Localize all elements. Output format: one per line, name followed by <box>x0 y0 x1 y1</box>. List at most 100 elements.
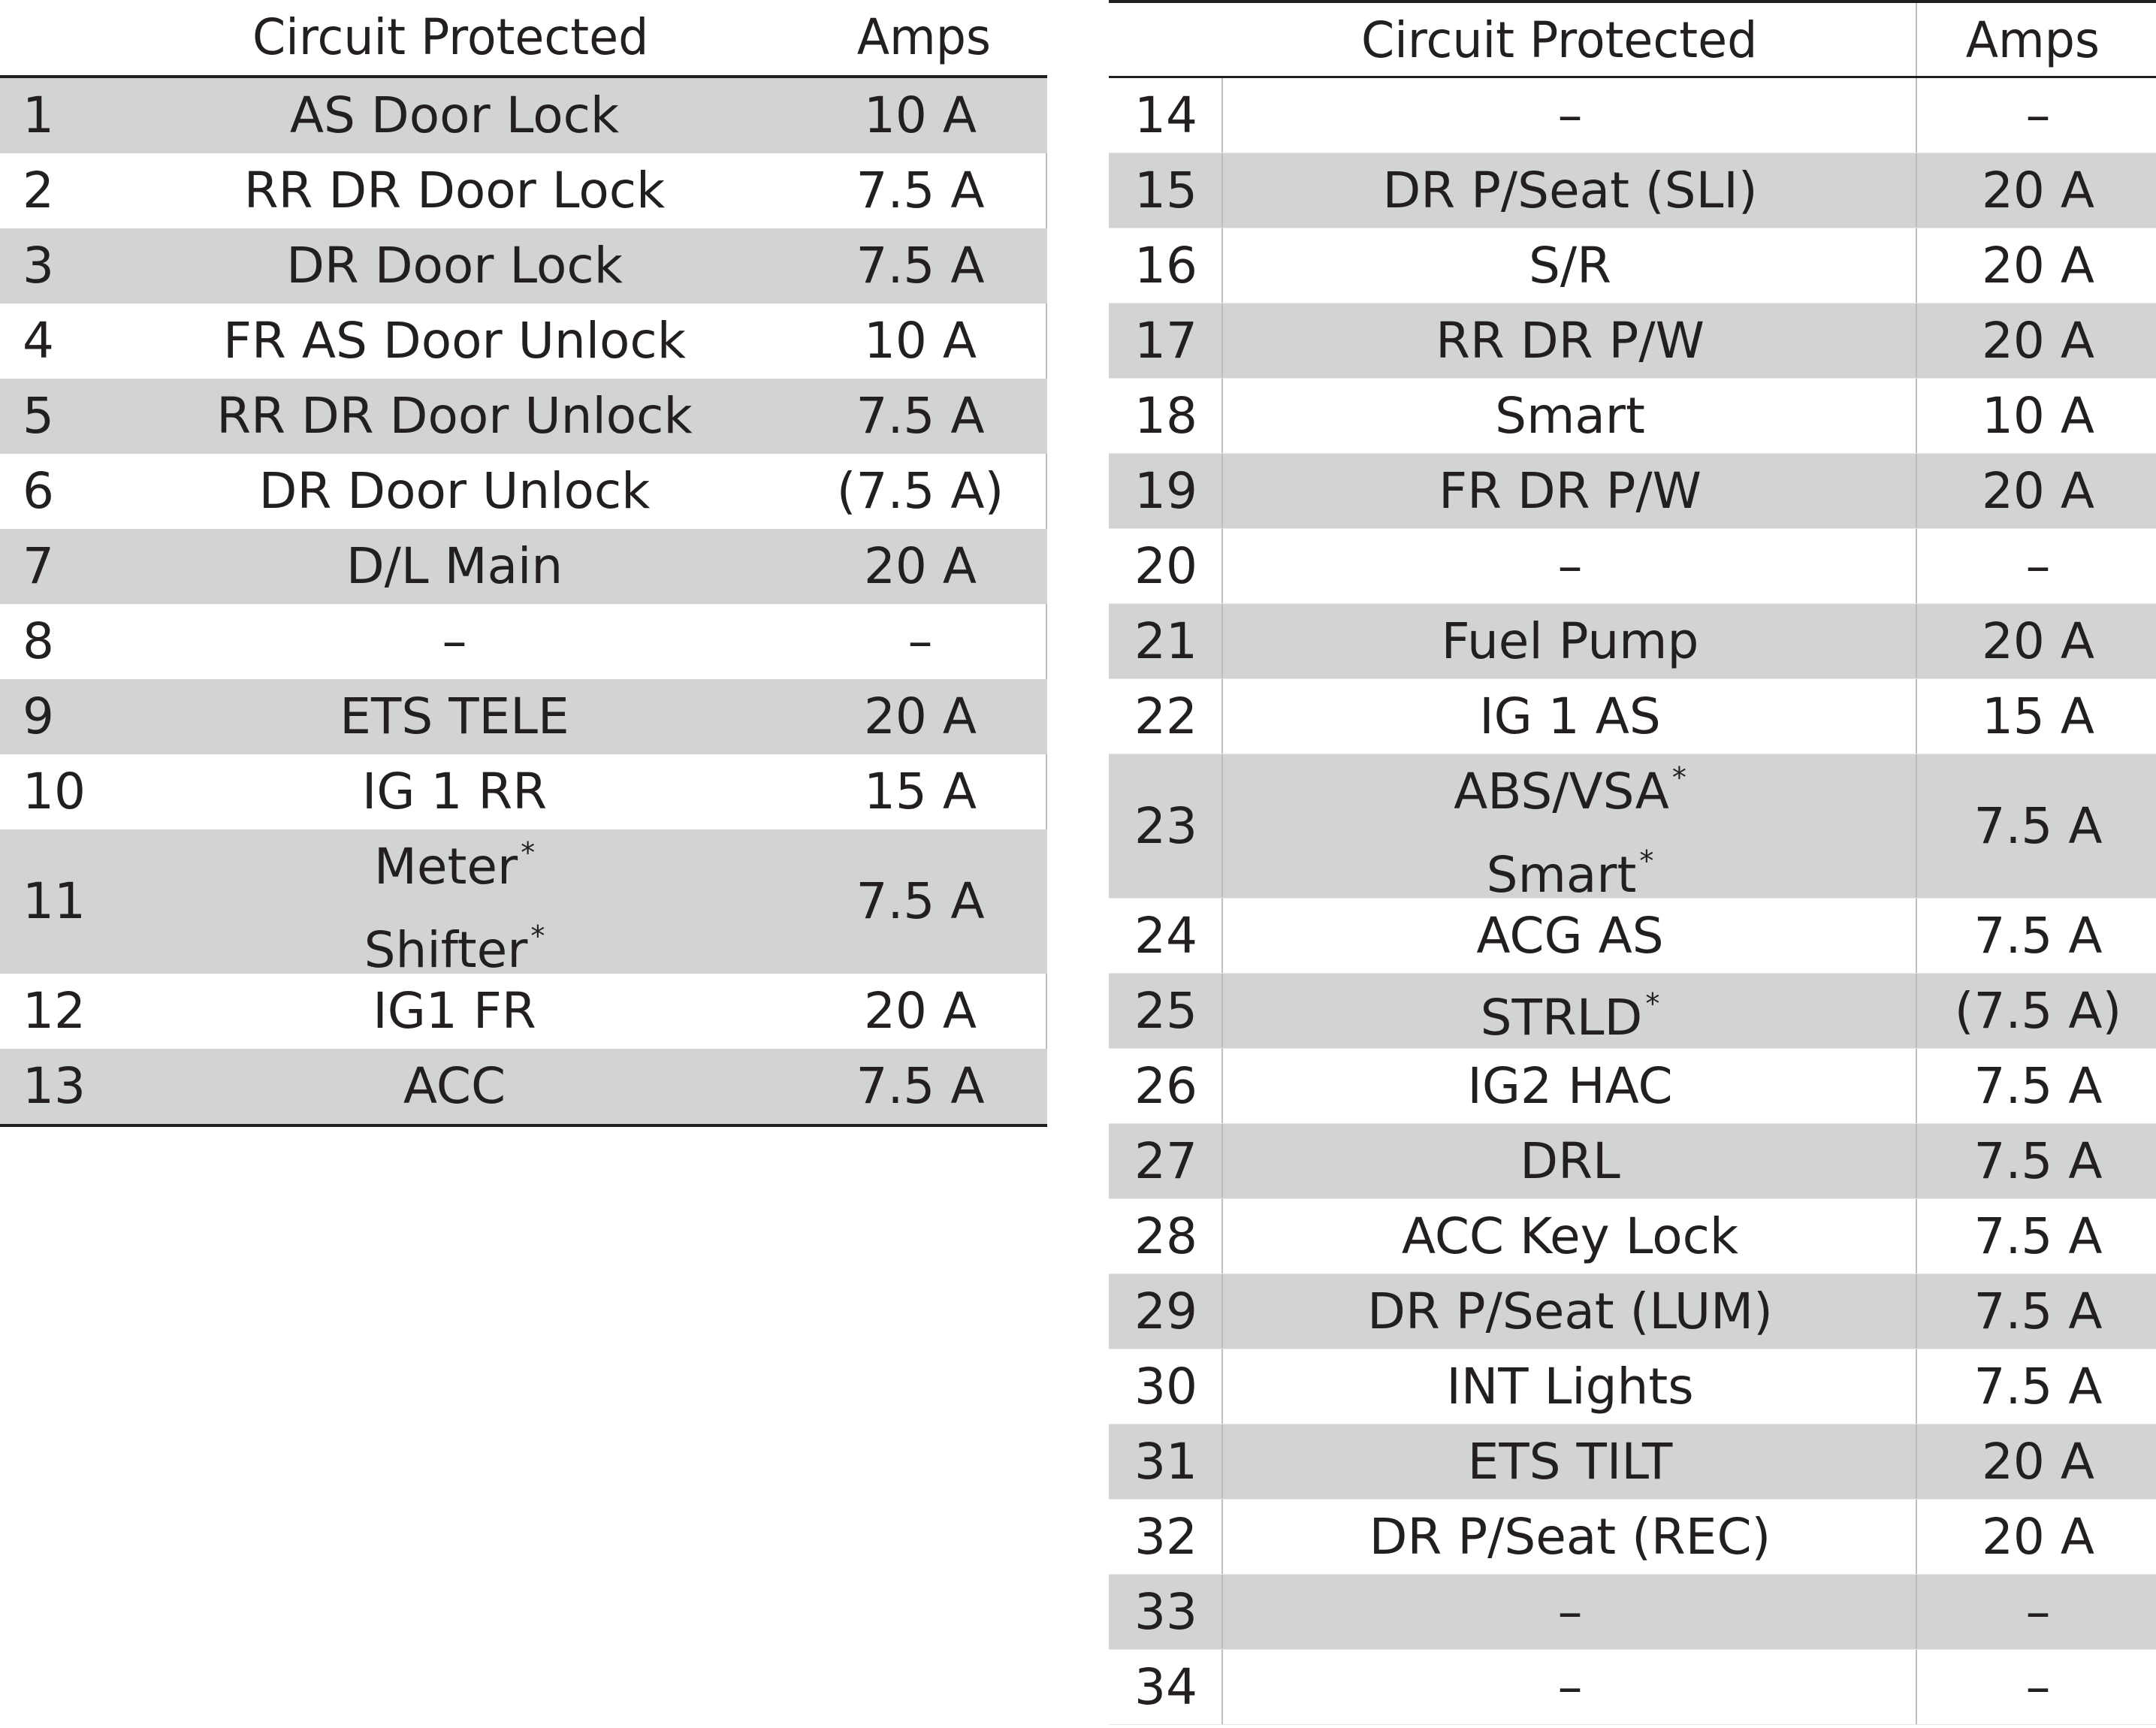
amps-value: 7.5 A <box>856 387 985 445</box>
amps-value: – <box>2025 1582 2051 1641</box>
circuit-protected: RR DR Door Unlock <box>120 379 789 454</box>
table-row: 10 IG 1 RR 15 A <box>0 754 1047 829</box>
circuit-protected: ETS TELE <box>120 679 789 754</box>
circuit-protected: S/R <box>1224 228 1916 303</box>
fuse-number: 25 <box>1134 981 1197 1040</box>
table-row: 28 ACC Key Lock 7.5 A <box>1109 1199 2156 1274</box>
table-row: 8 – – <box>0 604 1047 679</box>
amps-value: 20 A <box>1981 461 2095 520</box>
amps-value: 7.5 A <box>856 162 985 219</box>
circuit-label: D/L Main <box>346 532 563 601</box>
circuit-protected: DRL <box>1224 1124 1916 1198</box>
amps-value: 7.5 A <box>1973 1131 2103 1190</box>
amps-value: – <box>907 612 933 670</box>
column-divider <box>1916 228 1917 303</box>
amps-value: (7.5 A) <box>1954 981 2122 1040</box>
bottom-rule <box>0 1124 1047 1127</box>
fuse-number: 29 <box>1134 1282 1197 1340</box>
asterisk-note: * <box>530 920 545 953</box>
fuse-number: 7 <box>23 537 54 595</box>
circuit-protected: – <box>120 604 789 679</box>
amps-value: 7.5 A <box>1973 1282 2103 1340</box>
header-circuit-protected: Circuit Protected <box>1360 11 1758 69</box>
table-row: 25 STRLD * (7.5 A) <box>1109 974 2156 1049</box>
circuit-label: – <box>1558 1653 1583 1722</box>
circuit-label: FR AS Door Unlock <box>223 307 686 376</box>
column-divider <box>1916 1124 1917 1198</box>
circuit-text: ACG AS <box>1476 906 1664 965</box>
circuit-label: IG2 HAC <box>1467 1052 1672 1121</box>
table-row: 32 DR P/Seat (REC) 20 A <box>1109 1500 2156 1575</box>
column-divider <box>1916 1049 1917 1123</box>
circuit-text: DR P/Seat (SLI) <box>1382 161 1758 219</box>
circuit-text: – <box>1557 1657 1583 1716</box>
table-row: 23 ABS/VSA * Smart * 7.5 A <box>1109 754 2156 904</box>
table-row: 4 FR AS Door Unlock 10 A <box>0 304 1047 379</box>
column-divider <box>1916 1650 1917 1724</box>
fuse-number: 16 <box>1134 236 1197 295</box>
column-divider <box>1916 679 1917 754</box>
fuse-number: 34 <box>1134 1657 1197 1716</box>
circuit-text: RR DR P/W <box>1436 311 1705 370</box>
fuse-number: 9 <box>23 687 54 745</box>
column-divider <box>1916 1274 1917 1349</box>
column-divider <box>1916 78 1917 153</box>
circuit-protected: DR P/Seat (SLI) <box>1224 153 1916 228</box>
circuit-label: S/R <box>1529 231 1611 301</box>
circuit-text: ABS/VSA <box>1454 762 1669 820</box>
table-row: 21 Fuel Pump 20 A <box>1109 604 2156 679</box>
fuse-number: 14 <box>1134 86 1197 144</box>
circuit-label: – <box>442 607 467 676</box>
circuit-text: Smart <box>1495 386 1645 445</box>
circuit-label: DR P/Seat (SLI) <box>1382 156 1757 225</box>
circuit-protected: ACC Key Lock <box>1224 1199 1916 1273</box>
fuse-number: 32 <box>1134 1507 1197 1566</box>
circuit-protected: DR Door Unlock <box>120 454 789 529</box>
circuit-text: – <box>1557 86 1583 144</box>
table-row: 2 RR DR Door Lock 7.5 A <box>0 153 1047 228</box>
column-divider <box>1916 379 1917 453</box>
circuit-protected: ABS/VSA * Smart * <box>1224 754 1916 904</box>
circuit-label: Smart <box>1495 382 1645 451</box>
column-divider <box>1916 974 1917 1048</box>
circuit-label: IG 1 RR <box>362 757 547 826</box>
table-row: 5 RR DR Door Unlock 7.5 A <box>0 379 1047 454</box>
amps-value: 7.5 A <box>1973 1207 2103 1265</box>
circuit-label: DR Door Lock <box>286 231 623 301</box>
table-row: 1 AS Door Lock 10 A <box>0 78 1047 153</box>
column-divider <box>1221 1274 1223 1349</box>
circuit-label: DRL <box>1520 1127 1620 1196</box>
amps-value: 20 A <box>1981 612 2095 670</box>
column-divider <box>1221 974 1223 1048</box>
amps-value: 7.5 A <box>1973 796 2103 855</box>
circuit-label: ABS/VSA * <box>1454 743 1686 826</box>
circuit-text: DR Door Lock <box>286 237 623 295</box>
circuit-protected: IG1 FR <box>120 974 789 1049</box>
circuit-protected: RR DR Door Lock <box>120 153 789 228</box>
circuit-label: IG 1 AS <box>1479 682 1661 751</box>
circuit-label: Meter * <box>374 818 535 902</box>
circuit-text: Shifter <box>364 921 528 979</box>
fuse-number: 13 <box>23 1057 86 1115</box>
amps-value: 7.5 A <box>1973 906 2103 965</box>
amps-value: 20 A <box>863 982 977 1040</box>
circuit-text: Fuel Pump <box>1441 612 1699 670</box>
circuit-label: IG1 FR <box>373 977 536 1046</box>
fuse-number: 11 <box>23 872 86 930</box>
table-row: 34 – – <box>1109 1650 2156 1725</box>
fuse-number: 24 <box>1134 906 1197 965</box>
fuse-number: 30 <box>1134 1357 1197 1415</box>
circuit-text: ETS TILT <box>1467 1432 1673 1491</box>
amps-value: 20 A <box>1981 1507 2095 1566</box>
fuse-number: 20 <box>1134 536 1197 595</box>
amps-value: 7.5 A <box>1973 1357 2103 1415</box>
amps-value: 7.5 A <box>856 237 985 295</box>
asterisk-note: * <box>521 836 536 869</box>
column-divider <box>1221 604 1223 678</box>
asterisk-note: * <box>1671 760 1686 794</box>
circuit-label: RR DR P/W <box>1436 307 1705 376</box>
circuit-label: Smart * <box>1487 826 1654 910</box>
circuit-label: DR P/Seat (REC) <box>1369 1503 1771 1572</box>
column-divider <box>1221 754 1223 898</box>
table-row: 16 S/R 20 A <box>1109 228 2156 304</box>
